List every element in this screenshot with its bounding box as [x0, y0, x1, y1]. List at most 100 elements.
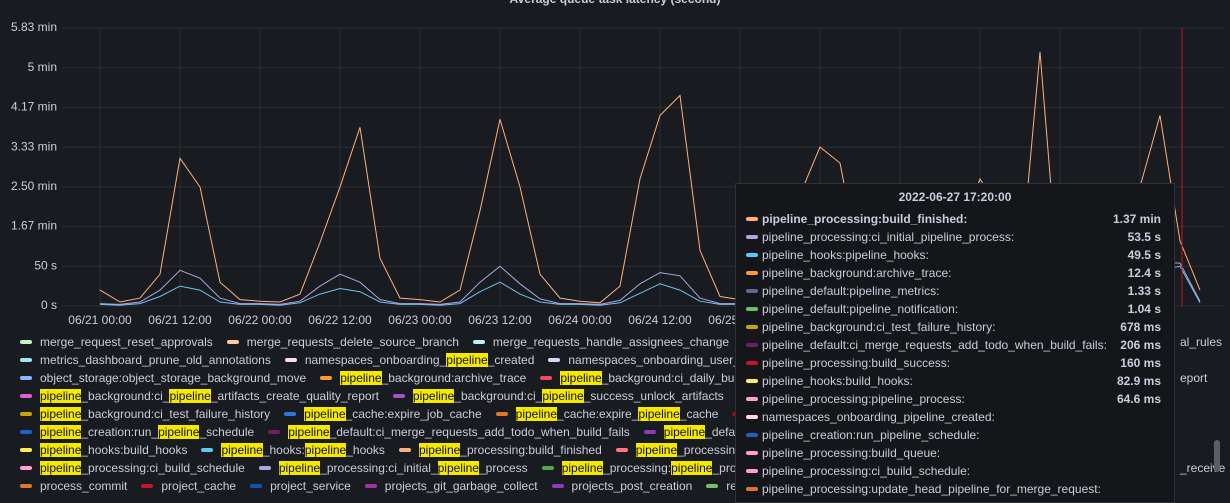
tooltip-name: pipeline_hooks:pipeline_hooks:: [762, 248, 929, 262]
legend-item[interactable]: pipeline_background:ci_daily_build: [540, 369, 746, 387]
legend-swatch: [226, 340, 239, 344]
legend-item[interactable]: pipeline_processing:build_finished: [398, 441, 602, 459]
legend-label: pipeline_processing:ci_build_schedule: [40, 461, 245, 475]
legend-swatch: [541, 466, 554, 470]
tooltip-value: 1.37 min: [1112, 212, 1161, 226]
legend-item[interactable]: pipeline_hooks:pipeline_hooks: [201, 441, 385, 459]
x-tick-label: 06/21 00:00: [68, 313, 132, 327]
tooltip-name: pipeline_processing:pipeline_process:: [762, 392, 965, 406]
legend-item[interactable]: merge_requests_delete_source_branch: [226, 333, 459, 351]
legend-item[interactable]: pipeline_cache:expire_pipeline_cache: [495, 405, 718, 423]
x-tick-label: 06/23 12:00: [468, 313, 532, 327]
tooltip-swatch: [746, 271, 758, 275]
legend-swatch: [398, 448, 411, 452]
legend-item[interactable]: pipeline_background:archive_trace: [320, 369, 526, 387]
tooltip-swatch: [746, 307, 758, 311]
chart: Average queue task latency (second) 0 s 5…: [11, 0, 1225, 327]
legend-label: pipeline_cache:expire_job_cache: [304, 407, 482, 421]
tooltip-row: pipeline_default:ci_merge_requests_add_t…: [736, 336, 1174, 354]
legend-row: process_commit project_cache project_servi…: [20, 477, 1210, 495]
legend-swatch: [284, 358, 297, 362]
tooltip-name: pipeline_background:archive_trace:: [762, 266, 952, 280]
y-tick-label: 0 s: [41, 298, 57, 312]
legend-label: process_commit: [40, 479, 128, 493]
legend-label: project_cache: [161, 479, 237, 493]
tooltip-name: namespaces_onboarding_pipeline_created:: [762, 410, 995, 424]
legend-label: pipeline_processing: [635, 443, 742, 457]
legend-item[interactable]: pipeline_processing:pipeline_proc: [541, 459, 743, 477]
tooltip: 2022-06-27 17:20:00 pipeline_processing:…: [735, 183, 1175, 503]
tooltip-row: pipeline_creation:run_pipeline_schedule:: [736, 426, 1174, 444]
legend-label: pipeline_creation:run_pipeline_schedule: [40, 425, 255, 439]
legend-item[interactable]: pipeline_default: [643, 423, 748, 441]
legend-item[interactable]: metrics_dashboard_prune_old_annotations: [20, 351, 271, 369]
legend-item[interactable]: pipeline_processing: [615, 441, 742, 459]
legend-item[interactable]: object_storage:object_storage_background…: [20, 369, 306, 387]
legend-label: pipeline_default: [663, 425, 748, 439]
legend-item[interactable]: process_commit: [20, 477, 127, 495]
x-tick-label: 06/22 00:00: [228, 313, 292, 327]
legend-item[interactable]: merge_requests_handle_assignees_change: [472, 333, 730, 351]
legend-item[interactable]: pipeline_processing:ci_build_schedule: [20, 459, 245, 477]
tooltip-value: 53.5 s: [1127, 230, 1161, 244]
legend-label: namespaces_onboarding_pipeline_created: [304, 353, 535, 367]
legend-item[interactable]: pipeline_background:ci_pipeline_artifact…: [20, 387, 379, 405]
legend-swatch: [706, 484, 719, 488]
tooltip-swatch: [746, 235, 758, 239]
tooltip-name: pipeline_processing:build_queue:: [762, 446, 941, 460]
legend-item[interactable]: merge_request_reset_approvals: [20, 333, 213, 351]
y-tick-label: 4.17 min: [11, 100, 57, 114]
legend-item[interactable]: pipeline_default:ci_merge_requests_add_t…: [268, 423, 630, 441]
tooltip-swatch: [746, 433, 758, 437]
legend-label: pipeline_default:ci_merge_requests_add_t…: [288, 425, 630, 439]
legend-label: merge_requests_delete_source_branch: [246, 335, 459, 349]
legend-label: merge_requests_handle_assignees_change: [492, 335, 730, 349]
legend-row: pipeline_background:ci_pipeline_artifact…: [20, 387, 1210, 405]
legend-item[interactable]: namespaces_onboarding_pipeline_created: [284, 351, 535, 369]
legend-row: metrics_dashboard_prune_old_annotations n…: [20, 351, 1210, 369]
legend-item[interactable]: pipeline_cache:expire_job_cache: [284, 405, 482, 423]
tooltip-name: pipeline_processing:ci_initial_pipeline_…: [762, 230, 1015, 244]
legend-swatch: [364, 484, 377, 488]
legend-item[interactable]: pipeline_background:ci_test_failure_hist…: [20, 405, 270, 423]
legend-swatch: [284, 412, 297, 416]
tooltip-row: namespaces_onboarding_pipeline_created:: [736, 408, 1174, 426]
legend-item[interactable]: project_cache: [141, 477, 236, 495]
legend-swatch: [20, 430, 32, 434]
tooltip-value: 1.04 s: [1127, 302, 1161, 316]
legend-label: pipeline_processing:ci_initial_pipeline_…: [278, 461, 528, 475]
legend-row: pipeline_hooks:build_hooks pipeline_hooks…: [20, 441, 1210, 459]
tooltip-swatch: [746, 397, 758, 401]
scrollbar[interactable]: [1214, 440, 1220, 472]
legend-swatch: [20, 484, 32, 488]
legend-swatch: [141, 484, 154, 488]
legend-item[interactable]: projects_git_garbage_collect: [364, 477, 538, 495]
legend-item[interactable]: projects_post_creation: [551, 477, 692, 495]
tooltip-swatch: [746, 325, 758, 329]
tooltip-row: pipeline_hooks:build_hooks: 82.9 ms: [736, 372, 1174, 390]
legend-row: pipeline_processing:ci_build_schedule pip…: [20, 459, 1210, 477]
legend-item[interactable]: namespaces_onboarding_user_a: [548, 351, 747, 369]
legend-swatch: [551, 484, 564, 488]
tooltip-row: pipeline_hooks:pipeline_hooks: 49.5 s: [736, 246, 1174, 264]
tooltip-value: 49.5 s: [1127, 248, 1161, 262]
tooltip-name: pipeline_processing:ci_build_schedule:: [762, 464, 971, 478]
tooltip-row: pipeline_processing:build_finished: 1.37 …: [736, 210, 1174, 228]
tooltip-name: pipeline_processing:update_head_pipeline…: [762, 482, 1101, 496]
legend-item[interactable]: pipeline_hooks:build_hooks: [20, 441, 187, 459]
legend-item[interactable]: pipeline_creation:run_pipeline_schedule: [20, 423, 254, 441]
legend-swatch: [20, 376, 32, 380]
legend-row: pipeline_background:ci_test_failure_hist…: [20, 405, 1210, 423]
tooltip-value: 678 ms: [1120, 320, 1161, 334]
legend-item[interactable]: pipeline_processing:ci_initial_pipeline_…: [258, 459, 528, 477]
legend-label: object_storage:object_storage_background…: [40, 371, 307, 385]
x-tick-label: 06/22 12:00: [308, 313, 372, 327]
tooltip-swatch: [746, 379, 758, 383]
legend-item[interactable]: project_service: [250, 477, 351, 495]
tooltip-name: pipeline_default:pipeline_metrics:: [762, 284, 940, 298]
tooltip-value: 206 ms: [1120, 338, 1161, 352]
legend-label: pipeline_hooks:pipeline_hooks: [221, 443, 385, 457]
legend-item[interactable]: pipeline_background:ci_pipeline_success_…: [392, 387, 724, 405]
legend-label: namespaces_onboarding_user_a: [568, 353, 747, 367]
tooltip-row: pipeline_background:ci_test_failure_hist…: [736, 318, 1174, 336]
